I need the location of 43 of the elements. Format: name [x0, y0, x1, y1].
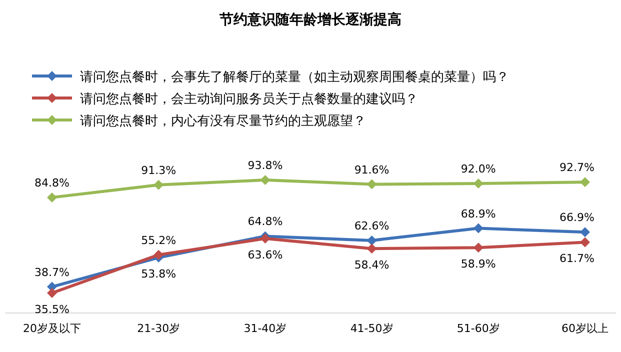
- legend-label: 请问您点餐时，内心有没有尽量节约的主观愿望？: [80, 113, 366, 129]
- data-label: 64.8%: [248, 215, 283, 228]
- data-label: 61.7%: [560, 252, 594, 266]
- point: [47, 192, 57, 202]
- point: [473, 223, 484, 234]
- data-label: 53.8%: [141, 268, 176, 281]
- point: [260, 234, 270, 244]
- data-label: 58.9%: [460, 258, 496, 271]
- x-tick-label: 20岁及以下: [23, 322, 81, 335]
- point: [473, 242, 484, 253]
- data-label: 63.6%: [248, 248, 283, 262]
- data-label: 92.0%: [460, 162, 496, 176]
- data-label: 91.6%: [354, 163, 390, 176]
- x-tick-label: 41-50岁: [350, 322, 394, 335]
- point: [47, 288, 57, 298]
- data-label: 84.8%: [34, 176, 70, 190]
- legend-label: 请问您点餐时，会主动询问服务员关于点餐数量的建议吗？: [80, 91, 418, 107]
- data-label: 38.7%: [34, 266, 70, 279]
- point: [366, 244, 377, 254]
- data-label: 91.3%: [141, 164, 176, 177]
- point: [260, 175, 270, 185]
- data-label: 62.6%: [354, 219, 390, 232]
- point: [473, 178, 484, 188]
- x-tick-label: 21-30岁: [137, 322, 180, 335]
- point: [154, 180, 164, 190]
- data-label: 68.9%: [460, 207, 496, 220]
- data-label: 93.8%: [248, 159, 283, 172]
- point: [580, 237, 590, 248]
- x-tick-label: 31-40岁: [244, 322, 287, 335]
- point: [154, 250, 164, 260]
- data-label: 92.7%: [560, 161, 594, 174]
- point: [366, 235, 377, 246]
- data-label: 55.2%: [141, 234, 176, 247]
- point: [580, 227, 590, 238]
- data-label: 35.5%: [34, 303, 70, 316]
- data-label: 66.9%: [560, 211, 594, 224]
- point: [580, 177, 590, 188]
- x-tick-label: 60岁以上: [562, 322, 608, 335]
- chart-title: 节约意识随年龄增长逐渐提高: [218, 11, 402, 28]
- point: [366, 179, 377, 190]
- data-label: 58.4%: [354, 258, 390, 272]
- x-tick-label: 51-60岁: [456, 322, 500, 335]
- legend-label: 请问您点餐时，会事先了解餐厅的菜量（如主动观察周围餐桌的菜量）吗？: [80, 69, 509, 85]
